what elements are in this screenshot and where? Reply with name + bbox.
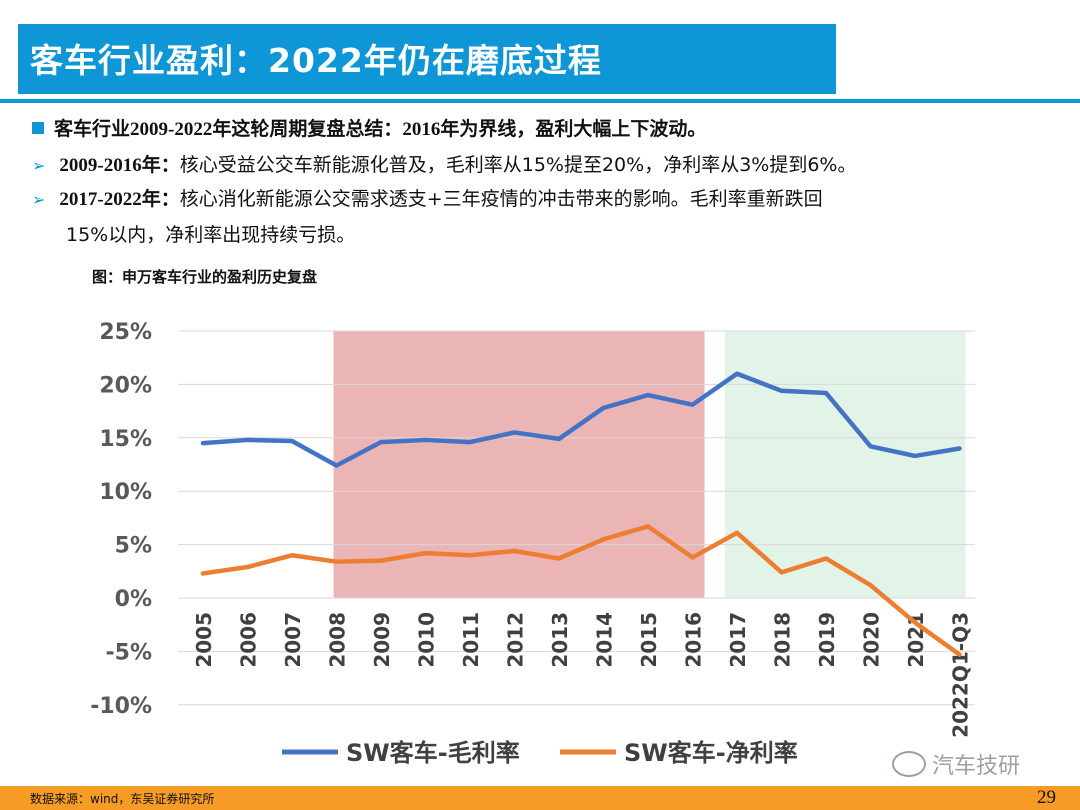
bullet-head: 2017-2022年： (59, 189, 180, 210)
x-tick-label: 2017 (726, 612, 750, 668)
arrow-bullet-icon: ➢ (32, 190, 46, 209)
summary-text: 客车行业2009-2022年这轮周期复盘总结：2016年为界线，盈利大幅上下波动… (54, 119, 707, 140)
bullet-head: 2009-2016年： (59, 155, 180, 176)
legend-label: SW客车-毛利率 (346, 739, 520, 767)
series-line-gross-margin (200, 371, 962, 468)
x-tick-label: 2019 (815, 612, 839, 668)
square-bullet-icon (32, 122, 44, 134)
watermark: 汽车技研 (892, 748, 1020, 780)
x-tick-label: 2022Q1-Q3 (949, 612, 973, 738)
x-tick-label: 2007 (281, 612, 305, 668)
x-tick-label: 2005 (192, 612, 216, 668)
y-tick-label: 20% (99, 373, 152, 398)
arrow-bullet-icon: ➢ (32, 156, 46, 175)
y-tick-label: 5% (115, 534, 152, 559)
x-tick-label: 2021 (904, 612, 928, 668)
bullet-body: 核心受益公交车新能源化普及，毛利率从15%提至20%，净利率从3%提到6%。 (179, 154, 857, 176)
summary-bullet: 客车行业2009-2022年这轮周期复盘总结：2016年为界线，盈利大幅上下波动… (32, 114, 706, 141)
x-tick-label: 2010 (415, 612, 439, 668)
bullet-body: 15%以内，净利率出现持续亏损。 (66, 224, 356, 246)
data-source: 数据来源：wind，东吴证券研究所 (30, 792, 215, 806)
x-tick-label: 2015 (637, 612, 661, 668)
title-bar (18, 24, 836, 94)
series-line-net-margin (200, 524, 962, 657)
x-tick-label: 2016 (682, 612, 706, 668)
figure-caption: 图：申万客车行业的盈利历史复盘 (92, 268, 318, 286)
legend-label: SW客车-净利率 (624, 739, 798, 767)
bullet-2017-2022: ➢ 2017-2022年：核心消化新能源公交需求透支+三年疫情的冲击带来的影响。毛… (32, 184, 823, 211)
x-tick-label: 2009 (370, 612, 394, 668)
title-underline (0, 99, 1080, 103)
x-tick-label: 2011 (459, 612, 483, 668)
bullet-2009-2016: ➢ 2009-2016年：核心受益公交车新能源化普及，毛利率从15%提至20%，净… (32, 150, 856, 177)
x-tick-label: 2020 (860, 612, 884, 668)
x-tick-label: 2018 (771, 612, 795, 668)
chat-bubble-icon (892, 751, 926, 777)
y-tick-label: -10% (90, 694, 152, 719)
watermark-text: 汽车技研 (932, 754, 1021, 779)
page-number: 29 (1037, 787, 1056, 808)
x-tick-label: 2014 (593, 612, 617, 668)
y-tick-label: 25% (99, 320, 152, 345)
x-tick-label: 2013 (548, 612, 572, 668)
y-tick-label: -5% (106, 640, 152, 665)
y-tick-label: 0% (115, 587, 152, 612)
page-title: 客车行业盈利：2022年仍在磨底过程 (30, 41, 602, 80)
footer-bar (0, 786, 1080, 810)
x-tick-label: 2012 (504, 612, 528, 668)
profitability-line-chart: 25% 20% 15% 10% 5% 0% -5% -10% 2005 2006 2007 2008 2… (90, 320, 975, 767)
shaded-region-green (725, 331, 966, 598)
bullet-2017-2022-cont: 15%以内，净利率出现持续亏损。 (66, 220, 355, 247)
bullet-body: 核心消化新能源公交需求透支+三年疫情的冲击带来的影响。毛利率重新跌回 (179, 188, 823, 210)
y-tick-label: 15% (99, 427, 152, 452)
y-tick-label: 10% (99, 480, 152, 505)
x-tick-label: 2008 (326, 612, 350, 668)
x-tick-label: 2006 (237, 612, 261, 668)
